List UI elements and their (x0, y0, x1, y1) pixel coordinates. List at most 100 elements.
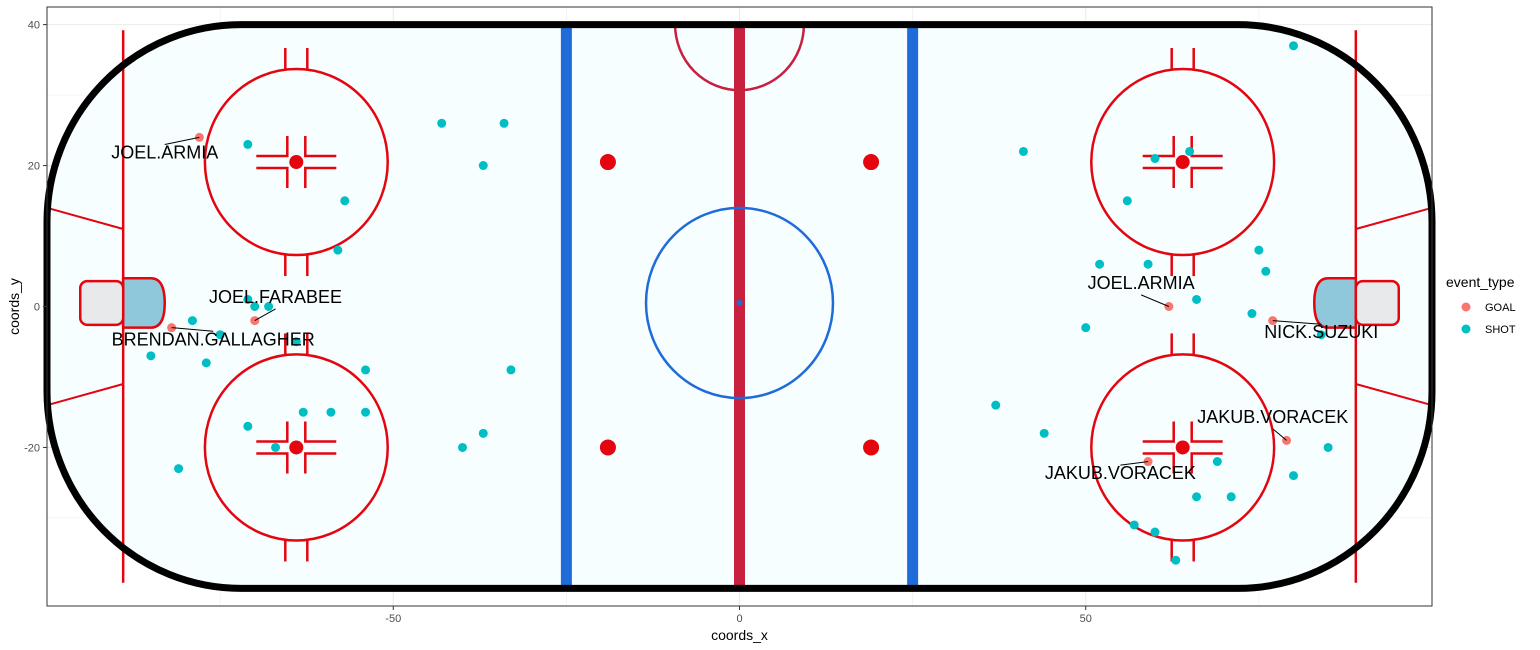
shot-point (361, 407, 371, 417)
label-leader-line (164, 136, 200, 146)
player-labels: JOEL.ARMIA JOEL.FARABEE BRENDAN.GALLAGHER J… (111, 136, 1378, 483)
faceoff-l-mark (1190, 452, 1223, 474)
trapezoid-line (46, 206, 124, 230)
faceoff-l-mark (304, 166, 337, 189)
trapezoid-line (1355, 383, 1433, 407)
player-label: JAKUB.VORACEK (1045, 463, 1196, 483)
faceoff-dot (599, 154, 616, 171)
shot-point (1095, 259, 1105, 269)
shot-point (298, 407, 308, 417)
label-leader-line (1120, 461, 1149, 466)
shot-point (243, 139, 253, 149)
legend-title: event_type (1446, 274, 1515, 290)
legend-label: GOAL (1485, 302, 1516, 314)
shot-point (1192, 294, 1202, 304)
center-circle (644, 206, 835, 400)
faceoff-l-mark (1190, 136, 1223, 158)
shot-point (1185, 146, 1195, 156)
shot-point (250, 302, 260, 311)
faceoff-dot (1175, 155, 1190, 170)
center-dot (736, 299, 743, 306)
shot-point (1039, 428, 1049, 438)
x-tick-label: -50 (385, 613, 401, 625)
goal-crease (121, 277, 166, 329)
shot-point (499, 118, 509, 128)
x-tick-label: 0 (736, 613, 742, 625)
shot-point (506, 365, 516, 375)
shot-point (1150, 527, 1160, 537)
goal-net (78, 279, 125, 327)
x-axis-title: coords_x (711, 627, 768, 643)
player-label: JAKUB.VORACEK (1197, 407, 1348, 427)
player-label: NICK.SUZUKI (1264, 322, 1378, 342)
legend-key (1461, 302, 1471, 312)
shot-point (478, 161, 488, 171)
player-label: JOEL.FARABEE (209, 287, 342, 307)
faceoff-l-mark (256, 136, 289, 158)
faceoff-l-mark (1142, 166, 1175, 189)
shot-point (478, 428, 488, 438)
shot-point (1289, 471, 1298, 481)
faceoff-dot (863, 439, 880, 456)
label-leader-line (171, 327, 214, 332)
faceoff-l-mark (304, 452, 337, 474)
y-axis-title: coords_y (6, 278, 22, 335)
label-leader-line (254, 308, 276, 322)
shot-point (1150, 154, 1160, 164)
shot-point (146, 351, 156, 361)
shot-point (201, 358, 211, 368)
label-leader-line (1140, 294, 1170, 307)
y-tick-label: -20 (24, 442, 40, 454)
shot-point (340, 196, 350, 206)
faceoff-l-mark (256, 421, 289, 443)
shot-point (326, 407, 336, 417)
faceoff-l-mark (1142, 421, 1175, 443)
shot-point (1129, 520, 1139, 530)
shot-point (437, 118, 447, 128)
faceoff-dot (863, 154, 880, 171)
shot-point (243, 294, 253, 304)
faceoff-circle (203, 67, 389, 257)
faceoff-dot (289, 155, 304, 170)
shot-point (1122, 196, 1132, 206)
legend-key (1461, 324, 1471, 334)
player-label: BRENDAN.GALLAGHER (112, 329, 315, 349)
shot-point (1192, 492, 1202, 502)
faceoff-l-mark (256, 452, 289, 474)
x-tick-label: 50 (1080, 613, 1092, 625)
shot-point (1226, 492, 1236, 502)
faceoff-l-mark (1190, 166, 1223, 189)
shot-point (291, 337, 301, 347)
shot-point (271, 442, 281, 452)
shot-point (1171, 555, 1181, 565)
faceoff-dot (1175, 440, 1190, 455)
y-tick-label: 40 (28, 20, 40, 32)
shot-point (187, 316, 197, 326)
shot-points (146, 41, 1333, 565)
faceoff-circle (1090, 353, 1276, 542)
faceoff-circle (203, 353, 389, 542)
axes: -50 0 50 -20 0 20 40 (24, 20, 1092, 625)
referee-crease (673, 24, 806, 92)
faceoff-circle (1090, 67, 1276, 257)
shot-point (1212, 457, 1222, 467)
faceoff-l-mark (256, 166, 289, 189)
shot-point (1289, 41, 1298, 51)
shot-point (333, 245, 343, 255)
faceoff-dot (599, 439, 616, 456)
goal-crease (1313, 277, 1358, 329)
shot-point (1261, 266, 1271, 276)
label-leader-line (1272, 320, 1322, 325)
shot-point (264, 302, 274, 311)
shot-point (174, 464, 184, 474)
y-tick-label: 20 (28, 161, 40, 173)
shot-point (458, 442, 467, 452)
shot-point (361, 365, 371, 375)
legend: event_type GOAL SHOT (1446, 274, 1516, 336)
faceoff-l-mark (304, 136, 337, 158)
shot-point (1018, 146, 1028, 156)
legend-label: SHOT (1485, 324, 1516, 336)
faceoff-l-mark (304, 421, 337, 443)
shot-point (1143, 259, 1153, 269)
